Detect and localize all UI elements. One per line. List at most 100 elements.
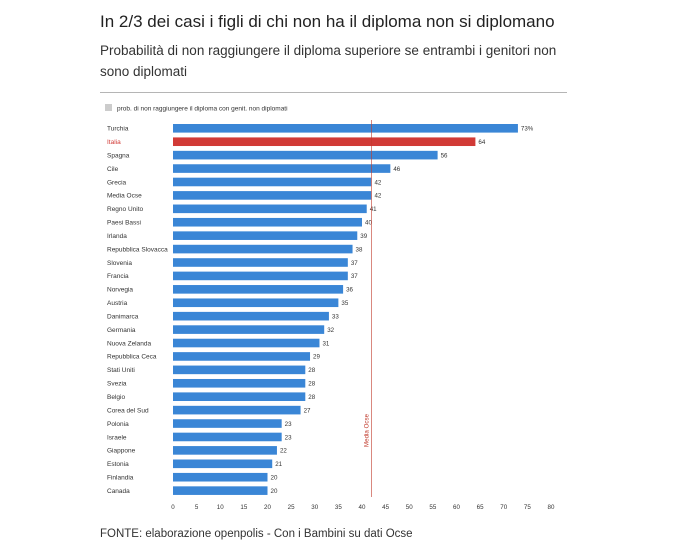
page-subtitle: Probabilità di non raggiungere il diplom… — [100, 43, 557, 79]
category-label: Danimarca — [107, 313, 139, 320]
x-tick-label: 10 — [217, 504, 224, 511]
value-label: 35 — [341, 300, 348, 307]
x-tick-label: 20 — [264, 504, 271, 511]
bar — [173, 486, 268, 495]
value-label: 20 — [271, 475, 278, 482]
bar — [173, 432, 282, 442]
value-label: 28 — [308, 381, 315, 388]
category-label: Regno Unito — [107, 206, 144, 213]
x-tick-label: 70 — [500, 504, 507, 511]
value-label: 28 — [308, 367, 315, 374]
bar — [173, 338, 320, 348]
x-tick-label: 80 — [548, 504, 555, 511]
category-label: Canada — [107, 488, 130, 495]
category-label: Turchia — [107, 126, 129, 133]
bar — [173, 137, 476, 147]
category-label: Germania — [107, 327, 136, 334]
bar — [173, 378, 306, 388]
x-tick-label: 75 — [524, 504, 531, 511]
category-label: Repubblica Ceca — [107, 354, 157, 361]
category-label: Estonia — [107, 461, 129, 468]
category-label: Austria — [107, 300, 128, 307]
value-label: 39 — [360, 233, 367, 240]
category-label: Repubblica Slovacca — [107, 246, 168, 253]
bar — [173, 244, 353, 254]
x-tick-label: 45 — [382, 504, 389, 511]
x-tick-label: 35 — [335, 504, 342, 511]
legend: prob. di non raggiungere il diploma con … — [105, 104, 288, 113]
value-label: 73% — [521, 126, 534, 133]
bar — [173, 217, 362, 227]
category-label: Spagna — [107, 152, 130, 159]
value-label: 37 — [351, 273, 358, 280]
value-label: 46 — [393, 166, 400, 173]
bar — [173, 472, 268, 482]
category-label: Italia — [107, 139, 121, 146]
category-label: Giappone — [107, 448, 136, 455]
value-label: 42 — [374, 179, 381, 186]
value-label: 40 — [365, 220, 372, 227]
bar — [173, 352, 311, 361]
legend-label: prob. di non raggiungere il diploma con … — [117, 106, 288, 113]
value-label: 22 — [280, 448, 287, 455]
value-label: 38 — [356, 246, 363, 253]
x-tick-label: 5 — [195, 504, 199, 511]
category-label: Corea del Sud — [107, 407, 149, 414]
value-label: 23 — [285, 434, 292, 441]
x-tick-label: 25 — [288, 504, 295, 511]
value-label: 28 — [308, 394, 315, 401]
value-label: 41 — [370, 206, 377, 213]
x-tick-label: 65 — [477, 504, 484, 511]
category-label: Svezia — [107, 381, 127, 388]
category-label: Nuova Zelanda — [107, 340, 151, 347]
title-divider — [100, 92, 567, 93]
bar — [173, 124, 518, 133]
page-title: In 2/3 dei casi i figli di chi non ha il… — [100, 12, 555, 31]
bar — [173, 164, 391, 173]
bar — [173, 231, 358, 240]
x-tick-label: 55 — [429, 504, 436, 511]
value-label: 31 — [322, 340, 329, 347]
bar — [173, 177, 372, 187]
source-note: FONTE: elaborazione openpolis - Con i Ba… — [100, 528, 413, 540]
category-label: Norvegia — [107, 287, 133, 294]
bar — [173, 204, 367, 214]
reference-line-label: Media Ocse — [363, 413, 370, 447]
bar — [173, 191, 372, 200]
value-label: 27 — [304, 407, 311, 414]
category-label: Irlanda — [107, 233, 127, 240]
reference-layer: Media Ocse — [363, 120, 372, 497]
value-label: 20 — [271, 488, 278, 495]
bar — [173, 150, 438, 160]
category-label: Francia — [107, 273, 129, 280]
category-label: Slovenia — [107, 260, 132, 267]
value-label: 33 — [332, 313, 339, 320]
bar — [173, 392, 306, 401]
value-label: 64 — [478, 139, 485, 146]
bar — [173, 365, 306, 375]
bar — [173, 271, 348, 281]
x-tick-label: 40 — [359, 504, 366, 511]
bar — [173, 298, 339, 308]
bar — [173, 311, 329, 321]
legend-swatch — [105, 104, 112, 111]
bar — [173, 419, 282, 428]
category-label: Paesi Bassi — [107, 220, 141, 227]
bar — [173, 325, 325, 334]
category-label: Media Ocse — [107, 193, 142, 200]
x-tick-label: 50 — [406, 504, 413, 511]
value-label: 21 — [275, 461, 282, 468]
bar — [173, 405, 301, 415]
x-axis: 0 5 10 15 20 25 30 35 40 45 50 55 60 65 70 75 80 — [171, 504, 555, 511]
value-label: 56 — [441, 152, 448, 159]
category-label: Polonia — [107, 421, 129, 428]
value-label: 32 — [327, 327, 334, 334]
bar — [173, 446, 277, 455]
value-label: 29 — [313, 354, 320, 361]
x-tick-label: 30 — [311, 504, 318, 511]
x-tick-label: 0 — [171, 504, 175, 511]
category-label: Belgio — [107, 394, 125, 401]
category-label: Cile — [107, 166, 119, 173]
category-label: Grecia — [107, 179, 127, 186]
bars-layer: Turchia 73% Italia 64 Spagna 56 Cile 46 Grecia 42… — [107, 124, 534, 495]
